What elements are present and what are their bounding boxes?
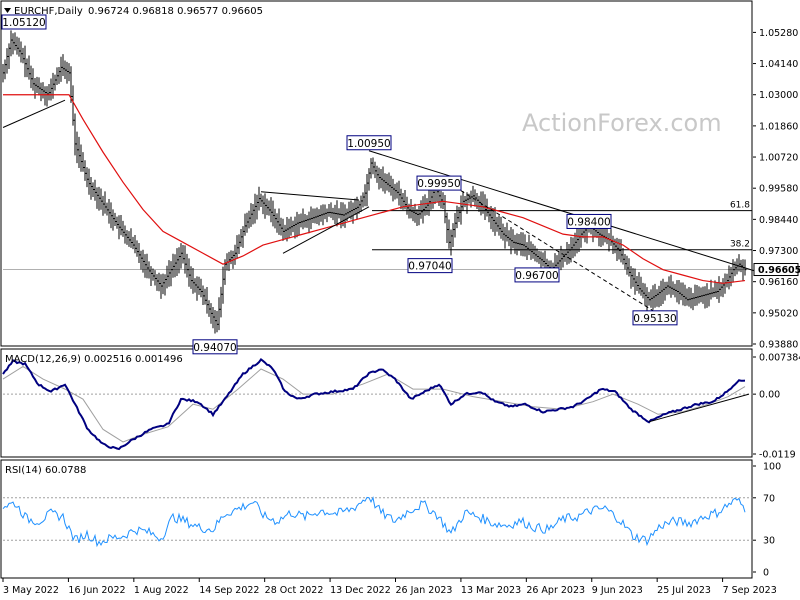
price-panel-frame xyxy=(0,0,753,347)
date-axis-label: 13 Mar 2023 xyxy=(461,585,521,596)
price-axis-label: 0.93880 xyxy=(759,340,798,351)
date-axis-label: 26 Apr 2023 xyxy=(526,585,585,596)
collapse-arrow-icon[interactable] xyxy=(4,8,11,13)
trendline xyxy=(260,191,360,201)
price-annotation-box xyxy=(346,135,392,151)
watermark: ActionForex.com xyxy=(522,109,722,137)
trendline xyxy=(282,206,370,254)
price-annotation-box xyxy=(416,175,462,191)
price-axis-label: 1.01860 xyxy=(759,121,798,132)
price-annotation-label: 0.96700 xyxy=(515,270,558,282)
symbol-label: EURCHF,Daily xyxy=(14,6,83,17)
macd-signal-line xyxy=(2,365,746,443)
price-annotation-label: 1.05120 xyxy=(2,17,45,29)
ohlc-readout: 0.96724 0.96818 0.96577 0.96605 xyxy=(88,6,263,17)
date-axis-label: 25 Jul 2023 xyxy=(657,585,711,596)
rsi-line xyxy=(2,496,746,548)
price-annotation-label: 1.00950 xyxy=(347,138,390,150)
date-axis-label: 1 Aug 2022 xyxy=(134,585,189,596)
macd-main-line xyxy=(2,357,746,451)
macd-axis-label: -0.0119 xyxy=(759,450,796,461)
date-axis-label: 16 Jun 2022 xyxy=(68,585,125,596)
fib-level-label: 61.8 xyxy=(730,201,750,211)
price-annotation-box xyxy=(192,339,238,355)
macd-axis-label: 0.007384 xyxy=(759,353,800,364)
price-annotation-box xyxy=(1,14,47,30)
rsi-axis-label: 0 xyxy=(763,568,769,579)
price-axis-label: 0.96160 xyxy=(759,277,798,288)
macd-panel-frame xyxy=(0,348,753,458)
price-annotation-box xyxy=(632,310,678,326)
price-axis-label: 1.05280 xyxy=(759,28,798,39)
rsi-layer xyxy=(2,496,752,548)
rsi-panel-frame xyxy=(0,459,753,579)
price-annotation-box xyxy=(514,267,560,283)
date-axis-label: 14 Sep 2022 xyxy=(199,585,259,596)
macd-trendline xyxy=(648,393,750,423)
trendline xyxy=(442,179,654,312)
fib-level-label: 38.2 xyxy=(730,240,750,250)
price-axis-label: 1.04140 xyxy=(759,59,798,70)
price-axis-label: 0.98440 xyxy=(759,215,798,226)
date-axis-label: 9 Jun 2023 xyxy=(592,585,643,596)
price-layer: 61.8 38.2 1.05120 1.00950 0.99950 0.98400 0.97… xyxy=(1,14,756,355)
trendline xyxy=(368,150,756,272)
rsi-axis-label: 70 xyxy=(763,493,775,504)
price-annotation-label: 0.95130 xyxy=(633,313,676,325)
macd-axis-label: 0.00 xyxy=(759,390,780,401)
rsi-title: RSI(14) 60.0788 xyxy=(5,465,86,476)
macd-title: MACD(12,26,9) 0.002516 0.001496 xyxy=(5,354,183,365)
trendline xyxy=(2,99,66,128)
moving-average-line xyxy=(3,94,746,284)
price-annotation-box xyxy=(407,258,453,274)
price-annotation-label: 0.97040 xyxy=(408,261,451,273)
price-header: EURCHF,Daily 0.96724 0.96818 0.96577 0.9… xyxy=(4,6,263,17)
price-axis-label: 1.03000 xyxy=(759,90,798,101)
price-annotation-label: 0.99950 xyxy=(417,178,460,190)
date-axis-label: 26 Jan 2023 xyxy=(396,585,453,596)
price-axis-label: 0.97300 xyxy=(759,246,798,257)
date-axis-label: 7 Sep 2023 xyxy=(723,585,777,596)
rsi-axis-label: 100 xyxy=(763,462,781,473)
current-price-tag xyxy=(753,263,799,277)
axis-layer: 1.05280 1.04140 1.03000 1.01860 1.00720 0.995… xyxy=(2,28,800,596)
current-price-label: 0.96605 xyxy=(758,265,800,276)
price-axis-label: 1.00720 xyxy=(759,153,798,164)
date-axis-label: 3 May 2022 xyxy=(3,585,59,596)
macd-layer xyxy=(2,357,752,451)
price-axis-label: 0.99580 xyxy=(759,184,798,195)
price-annotation-label: 0.94070 xyxy=(193,342,236,354)
price-annotation-box xyxy=(566,213,612,229)
price-axis-label: 0.95020 xyxy=(759,308,798,319)
date-axis-label: 13 Dec 2022 xyxy=(330,585,391,596)
date-axis-label: 28 Oct 2022 xyxy=(265,585,324,596)
price-annotation-label: 0.98400 xyxy=(567,216,610,228)
rsi-axis-label: 30 xyxy=(763,536,775,547)
